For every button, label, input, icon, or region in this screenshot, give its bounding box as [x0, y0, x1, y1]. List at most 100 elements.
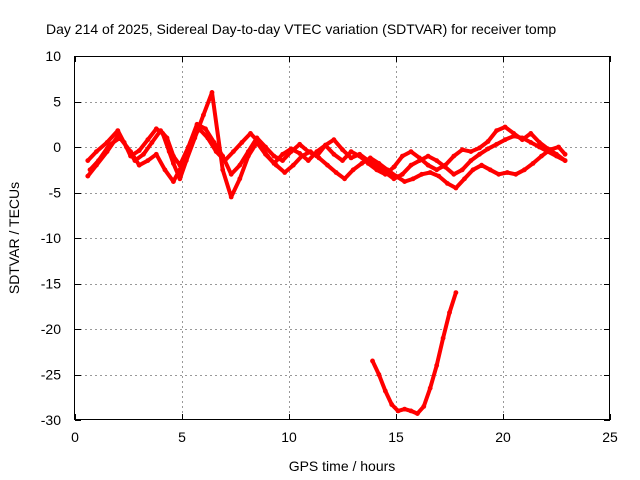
data-point — [342, 176, 347, 182]
data-point — [96, 158, 101, 164]
data-point — [417, 158, 422, 164]
data-point — [453, 185, 459, 191]
data-point — [459, 147, 465, 153]
data-point — [451, 171, 457, 177]
data-point — [453, 290, 459, 295]
data-point — [477, 151, 482, 157]
data-point — [245, 149, 251, 155]
data-point — [282, 170, 288, 175]
data-point — [308, 149, 313, 155]
data-point — [494, 141, 499, 147]
data-point — [408, 408, 414, 414]
x-tick-label: 25 — [602, 429, 618, 445]
data-point — [504, 170, 510, 175]
data-point — [280, 158, 285, 164]
data-point — [145, 137, 151, 143]
data-point — [196, 126, 202, 132]
data-point — [228, 171, 234, 177]
data-point — [333, 170, 339, 175]
y-tick-label: 0 — [53, 139, 61, 155]
x-tick-label: 10 — [281, 429, 297, 445]
data-point — [470, 167, 476, 173]
data-series — [85, 90, 568, 416]
data-point — [237, 176, 243, 182]
data-point — [162, 167, 168, 173]
data-point — [171, 179, 176, 185]
data-point — [447, 310, 452, 315]
data-point — [222, 158, 228, 164]
data-point — [537, 144, 542, 150]
data-point — [141, 151, 146, 157]
data-point — [487, 167, 493, 173]
data-point — [136, 162, 142, 168]
data-point — [271, 153, 277, 159]
data-point — [171, 161, 176, 166]
data-point — [445, 181, 450, 186]
data-point — [220, 167, 226, 173]
data-point — [427, 385, 433, 391]
data-point — [410, 176, 416, 182]
data-point — [385, 167, 390, 173]
series-line-track-4 — [370, 290, 458, 416]
data-point — [400, 153, 405, 159]
data-point — [451, 153, 457, 159]
data-point — [496, 171, 502, 177]
data-point — [348, 149, 354, 155]
data-point — [359, 161, 365, 166]
data-point — [382, 388, 388, 394]
data-point — [153, 126, 159, 132]
data-point — [350, 167, 356, 173]
data-point — [434, 363, 440, 368]
data-point — [280, 151, 285, 157]
data-point — [376, 161, 382, 166]
data-point — [340, 147, 345, 153]
data-point — [502, 124, 508, 130]
data-point — [203, 126, 208, 132]
y-tick-label: -10 — [41, 230, 61, 246]
data-point — [136, 148, 142, 154]
data-point — [209, 90, 215, 95]
data-point — [415, 411, 420, 416]
data-point — [427, 170, 433, 175]
data-point — [188, 140, 194, 145]
data-point — [331, 151, 337, 157]
data-point — [419, 171, 425, 177]
series-line-track-3 — [88, 126, 568, 190]
axes: 0 5 10 15 20 25 10 5 0 -5 -10 -15 -20 -25 -30 — [41, 48, 618, 445]
data-point — [265, 153, 270, 159]
data-point — [537, 140, 542, 145]
data-point — [331, 137, 337, 143]
data-point — [434, 158, 440, 164]
data-point — [562, 158, 568, 164]
data-point — [323, 142, 328, 148]
data-point — [408, 162, 414, 168]
data-point — [239, 140, 245, 145]
data-point — [370, 358, 375, 364]
data-point — [400, 171, 405, 177]
data-point — [425, 153, 431, 159]
x-axis-label: GPS time / hours — [289, 458, 396, 474]
data-point — [177, 176, 183, 182]
data-point — [149, 140, 155, 145]
data-point — [468, 158, 474, 164]
data-point — [237, 162, 243, 168]
x-tick-label: 15 — [388, 429, 404, 445]
data-point — [128, 149, 134, 155]
data-point — [87, 167, 93, 173]
data-point — [348, 155, 354, 161]
data-point — [434, 167, 440, 173]
data-point — [391, 164, 397, 170]
y-tick-label: -15 — [41, 276, 61, 292]
data-point — [367, 155, 373, 161]
data-point — [421, 404, 427, 409]
data-point — [115, 128, 121, 134]
data-point — [436, 173, 442, 179]
y-tick-label: -30 — [41, 412, 61, 428]
data-point — [85, 173, 91, 179]
data-point — [440, 335, 446, 341]
data-point — [288, 149, 294, 155]
data-point — [297, 141, 303, 147]
data-point — [325, 162, 330, 168]
data-point — [402, 406, 407, 412]
